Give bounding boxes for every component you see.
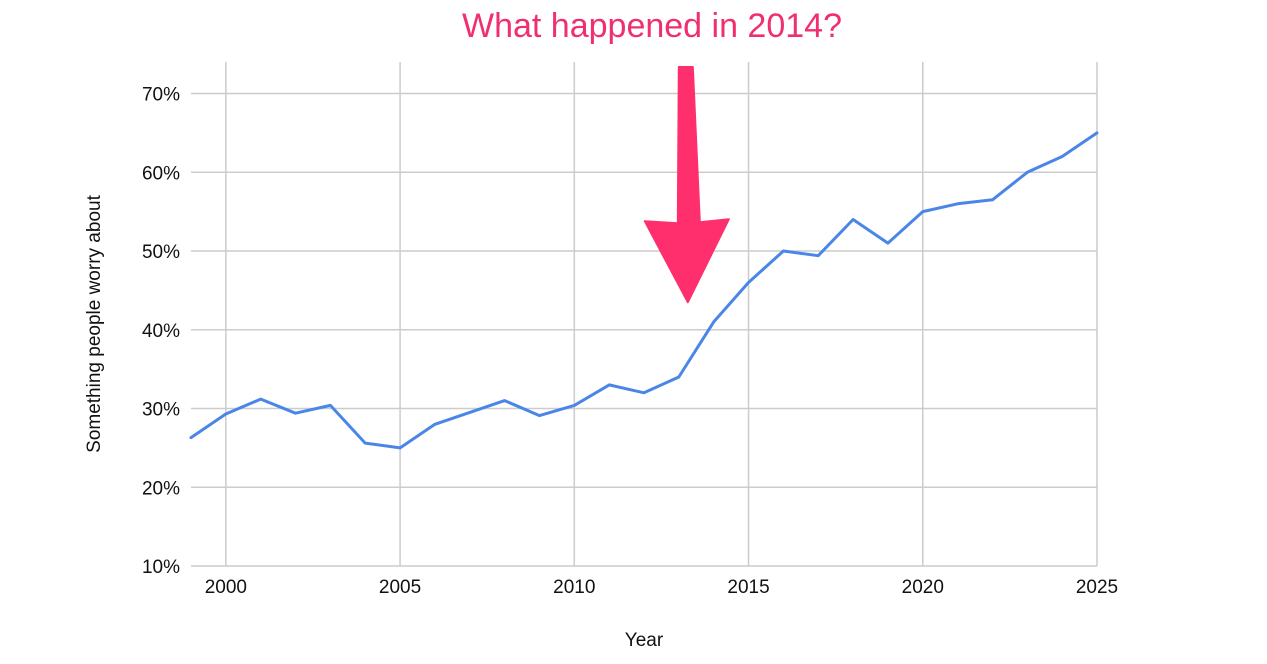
- tick-labels: 10% 20% 30% 40% 50% 60% 70% 2000 2005 2010 2015 202…: [142, 85, 1118, 599]
- y-tick-label: 10%: [142, 557, 180, 578]
- y-tick-label: 70%: [142, 85, 180, 106]
- data-point: [329, 404, 332, 407]
- annotation-arrow-icon: [643, 66, 730, 304]
- x-tick-label: 2005: [379, 577, 421, 598]
- data-point: [538, 414, 541, 417]
- data-point: [747, 281, 750, 284]
- data-point: [607, 383, 611, 387]
- data-point: [1026, 171, 1029, 174]
- x-axis-title: Year: [625, 630, 664, 651]
- data-point: [782, 249, 785, 253]
- data-point: [398, 446, 402, 450]
- data-point: [573, 404, 576, 407]
- series-line: [189, 131, 1099, 450]
- data-point: [677, 375, 681, 379]
- y-tick-label: 40%: [142, 321, 180, 342]
- data-point: [642, 391, 646, 394]
- y-tick-label: 20%: [142, 478, 180, 499]
- y-tick-label: 30%: [142, 400, 180, 421]
- data-point: [817, 254, 820, 257]
- series-layer: [189, 131, 1099, 450]
- data-point: [224, 412, 228, 416]
- x-tick-label: 2010: [553, 577, 595, 598]
- data-point: [433, 423, 437, 426]
- data-point: [189, 436, 193, 439]
- data-point: [956, 202, 959, 205]
- data-point: [364, 441, 367, 445]
- x-tick-label: 2025: [1076, 577, 1118, 598]
- gridlines: [191, 62, 1098, 567]
- data-point: [259, 397, 262, 401]
- x-tick-label: 2020: [902, 577, 944, 598]
- chart-title: What happened in 2014?: [462, 7, 842, 45]
- data-point: [991, 198, 994, 202]
- data-point: [921, 210, 924, 213]
- data-point: [294, 412, 297, 415]
- data-point: [503, 399, 506, 402]
- y-axis-title: Something people worry about: [84, 194, 105, 452]
- data-point: [886, 241, 890, 245]
- annotation-layer: [643, 66, 730, 304]
- data-point: [1060, 155, 1064, 158]
- data-point: [1095, 131, 1099, 135]
- y-tick-label: 50%: [142, 242, 180, 263]
- data-point: [712, 320, 715, 324]
- y-tick-label: 60%: [142, 163, 180, 184]
- x-tick-label: 2015: [727, 577, 769, 598]
- x-tick-label: 2000: [205, 577, 247, 598]
- data-point: [851, 218, 855, 221]
- data-point: [468, 411, 471, 414]
